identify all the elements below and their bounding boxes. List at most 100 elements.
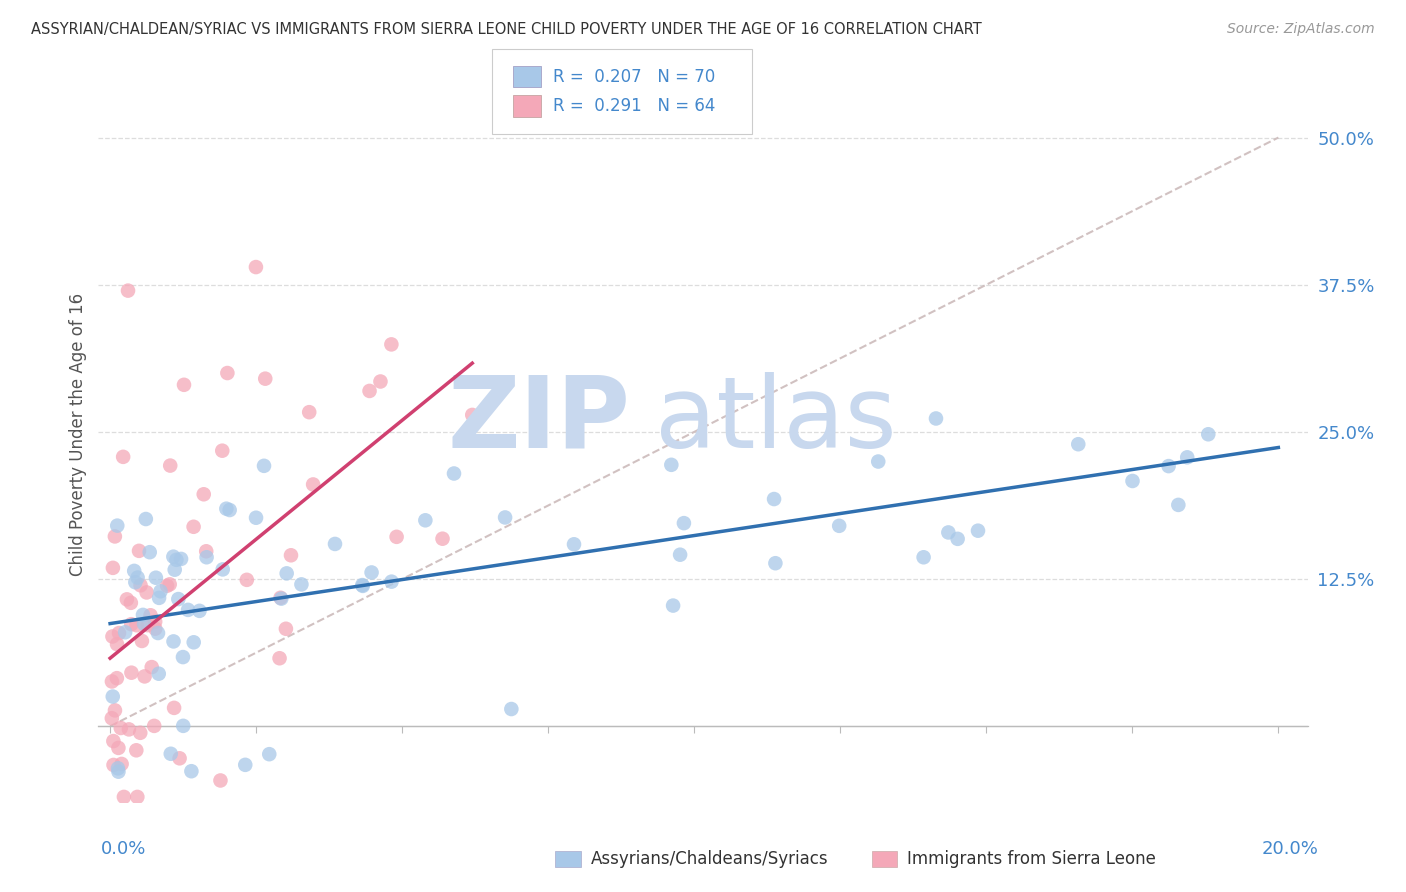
Point (672, 516, 695, 530)
Point (443, 467, 465, 481)
Point (209, 773, 232, 788)
Point (107, 740, 129, 755)
Point (165, 553, 187, 567)
Point (494, 510, 516, 524)
Point (501, 702, 523, 716)
Point (125, 618, 148, 632)
Point (143, 622, 166, 636)
Point (135, 512, 157, 526)
Point (183, 520, 205, 534)
Text: Assyrians/Chaldeans/Syriacs: Assyrians/Chaldeans/Syriacs (591, 850, 828, 868)
Point (162, 549, 184, 564)
Point (145, 571, 167, 585)
Point (118, 723, 141, 737)
Point (127, 789, 149, 804)
Point (177, 603, 200, 617)
Point (173, 377, 195, 392)
Point (120, 617, 142, 632)
Point (380, 337, 402, 351)
Point (946, 532, 969, 546)
Point (127, 570, 149, 584)
Point (172, 719, 194, 733)
Point (129, 726, 152, 740)
Point (1175, 450, 1198, 465)
Point (188, 604, 211, 618)
Text: Source: ZipAtlas.com: Source: ZipAtlas.com (1227, 22, 1375, 37)
Point (1197, 427, 1219, 442)
Point (103, 734, 125, 748)
Point (380, 574, 402, 589)
Point (270, 591, 292, 606)
Point (218, 503, 240, 517)
Point (125, 743, 148, 757)
Point (269, 651, 291, 665)
Point (156, 579, 179, 593)
Point (298, 405, 321, 419)
Point (159, 577, 181, 591)
Point (107, 764, 129, 779)
Point (167, 592, 190, 607)
Point (103, 758, 125, 772)
Point (662, 599, 685, 613)
Point (254, 372, 277, 386)
Point (148, 666, 170, 681)
Point (1157, 459, 1180, 474)
Point (101, 674, 124, 689)
Point (323, 537, 346, 551)
Text: ZIP: ZIP (447, 372, 630, 468)
Point (562, 537, 585, 551)
Point (132, 616, 155, 631)
Point (274, 622, 297, 636)
Point (105, 671, 128, 685)
Point (669, 548, 692, 562)
Point (245, 510, 267, 524)
Point (159, 747, 181, 761)
Point (270, 591, 292, 605)
Point (104, 529, 127, 543)
Point (183, 635, 205, 649)
Point (112, 789, 135, 804)
Text: Immigrants from Sierra Leone: Immigrants from Sierra Leone (907, 850, 1156, 868)
Point (352, 578, 374, 592)
Point (122, 564, 145, 578)
Point (141, 660, 163, 674)
Point (912, 550, 935, 565)
Point (110, 721, 132, 735)
Point (169, 751, 191, 765)
Point (352, 579, 374, 593)
Point (253, 458, 276, 473)
Point (828, 518, 851, 533)
Point (370, 375, 392, 389)
Point (129, 578, 152, 592)
Point (139, 608, 162, 623)
Point (163, 701, 186, 715)
Point (925, 411, 948, 425)
Point (233, 757, 256, 772)
Point (107, 761, 129, 775)
Point (215, 501, 238, 516)
Text: atlas: atlas (655, 372, 896, 468)
Point (136, 618, 159, 632)
Point (461, 408, 484, 422)
Point (159, 458, 181, 473)
Point (195, 550, 218, 565)
Point (211, 562, 233, 576)
Point (105, 518, 128, 533)
Point (170, 552, 193, 566)
Point (115, 592, 138, 607)
Point (146, 626, 169, 640)
Point (259, 747, 281, 761)
Point (134, 669, 156, 683)
Point (359, 384, 381, 398)
Point (236, 573, 259, 587)
Point (143, 719, 166, 733)
Point (763, 491, 786, 506)
Point (193, 487, 215, 501)
Point (290, 577, 312, 591)
Point (148, 591, 170, 605)
Point (659, 458, 682, 472)
Text: ASSYRIAN/CHALDEAN/SYRIAC VS IMMIGRANTS FROM SIERRA LEONE CHILD POVERTY UNDER THE: ASSYRIAN/CHALDEAN/SYRIAC VS IMMIGRANTS F… (31, 22, 981, 37)
Point (245, 260, 267, 274)
Point (149, 584, 172, 599)
Point (112, 450, 135, 464)
